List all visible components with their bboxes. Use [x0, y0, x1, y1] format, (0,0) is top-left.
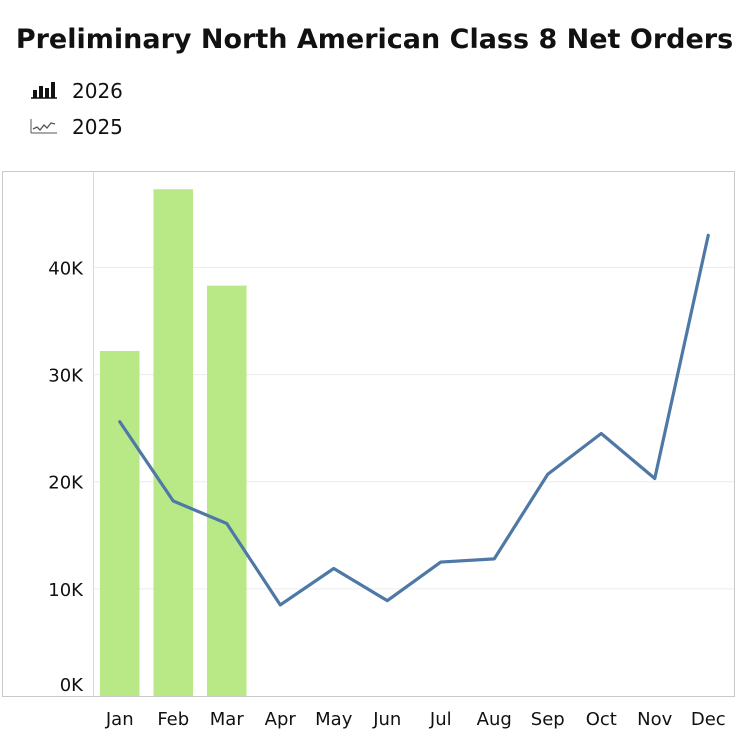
y-tick-label: 0K	[60, 675, 84, 696]
y-tick-label: 20K	[48, 473, 84, 494]
chart-title: Preliminary North American Class 8 Net O…	[15, 24, 734, 55]
x-tick-label-feb: Feb	[157, 709, 189, 730]
legend-label-2026: 2026	[72, 79, 123, 103]
x-tick-label-oct: Oct	[586, 709, 617, 730]
x-tick-label-sep: Sep	[531, 709, 565, 730]
line-chart-icon	[30, 115, 58, 139]
bar-jan	[99, 351, 140, 696]
x-tick-label-may: May	[315, 709, 353, 730]
y-axis-ticks: 0K 10K 20K 30K 40K	[48, 258, 84, 696]
x-tick-label-jun: Jun	[372, 709, 401, 730]
gridlines	[93, 266, 735, 590]
series-line-2025	[118, 233, 710, 607]
y-tick-label: 10K	[48, 580, 84, 601]
bar-mar	[206, 285, 247, 696]
bars-2026	[99, 189, 247, 696]
x-tick-label-jan: Jan	[105, 709, 134, 730]
bar-chart-icon	[30, 79, 58, 103]
legend-label-2025: 2025	[72, 115, 123, 139]
x-tick-label-mar: Mar	[210, 709, 245, 730]
plot-frame	[2, 171, 735, 697]
y-tick-label: 40K	[48, 258, 84, 279]
x-tick-label-nov: Nov	[637, 709, 672, 730]
x-tick-label-jul: Jul	[429, 709, 452, 730]
bar-feb	[153, 189, 194, 696]
x-tick-label-aug: Aug	[477, 709, 512, 730]
x-tick-label-apr: Apr	[265, 709, 297, 730]
x-axis-ticks: Jan Feb Mar Apr May Jun Jul Aug Sep Oct Nov Dec	[105, 709, 726, 730]
x-tick-label-dec: Dec	[691, 709, 726, 730]
line-2025	[118, 233, 710, 607]
legend-item-2025[interactable]: 2025	[30, 114, 123, 140]
y-tick-label: 30K	[48, 366, 84, 387]
legend-item-2026[interactable]: 2026	[30, 78, 123, 104]
